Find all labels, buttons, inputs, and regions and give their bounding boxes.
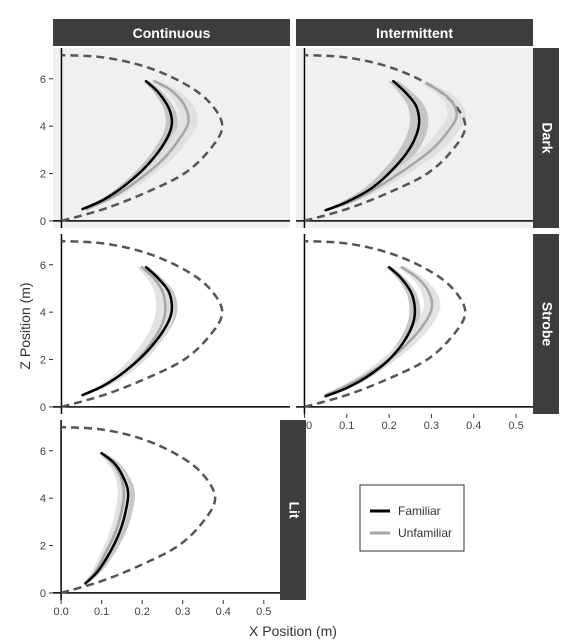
y-tick-label: 6 [40,446,46,458]
panel-strobe-continuous: 0 2 4 6 [40,234,290,414]
y-tick-label: 0 [40,402,46,414]
y-tick-label: 6 [40,74,46,86]
panel-dark-continuous: 0 2 4 6 [40,48,290,228]
col-strip-label-continuous: Continuous [133,25,211,41]
col-strip-label-intermittent: Intermittent [376,25,453,41]
col-strip-continuous [53,19,290,46]
band-unfamiliar [322,267,441,396]
series-line-familiar [84,451,130,585]
x-tick-label: 0.4 [466,420,481,432]
legend-box [359,484,465,552]
y-tick-label: 4 [40,121,46,133]
x-axis-title: X Position (m) [249,623,337,639]
y-axis-title: Z Position (m) [17,282,33,369]
x-tick-label: 0.2 [135,606,150,618]
panel-background [53,420,280,600]
series-line-unfamiliar [85,79,190,211]
row-strip-lit [280,420,306,600]
legend-label-unfamiliar: Unfamiliar [398,526,452,540]
x-tick-label: 0.4 [216,606,231,618]
x-tick-label: 0.3 [424,420,439,432]
y-tick-label: 2 [40,541,46,553]
row-strip-label-lit: Lit [286,501,302,518]
series-line-unfamiliar [328,82,459,211]
col-strip-intermittent [296,19,533,46]
series-line-familiar [324,265,417,398]
y-tick-label: 6 [40,260,46,272]
panel-strobe-intermittent: 0.00.10.20.30.40.5 [296,234,533,432]
panel-lit-continuous: 0 2 4 6 0.0 0.1 0.2 0.3 0.4 0.5 [40,420,280,618]
series-line-familiar [81,265,174,397]
x-tick-label: 0.5 [508,420,523,432]
row-strip-dark [533,48,559,228]
x-tick-label: 0.0 [53,606,68,618]
facet-strips: Continuous Intermittent Dark Strobe Lit [53,19,559,600]
row-strip-label-dark: Dark [539,122,555,153]
x-tick-label: 0.2 [381,420,396,432]
row-strip-strobe [533,234,559,414]
row-strip-label-strobe: Strobe [539,302,555,347]
series-line-unfamiliar [324,265,434,397]
y-tick-label: 0 [40,216,46,228]
panel-dark-intermittent [296,48,533,228]
series-line-familiar [324,79,421,212]
reference-curve [60,425,217,595]
x-tick-label: 0.5 [256,606,271,618]
panels-layer: 024602460.00.10.20.30.40.502460.00.10.20… [40,48,533,618]
x-tick-label: 0.3 [175,606,190,618]
band-unfamiliar [326,83,467,210]
series-line-familiar [81,79,174,211]
y-tick-label: 4 [40,493,46,505]
band-unfamiliar [83,453,131,584]
series-line-unfamiliar [84,451,126,585]
y-tick-label: 4 [40,307,46,319]
y-tick-label: 2 [40,355,46,367]
y-tick-label: 2 [40,169,46,181]
x-tick-label: 0.1 [94,606,109,618]
x-tick-label: 0.1 [339,420,354,432]
legend: Familiar Unfamiliar [359,484,465,552]
legend-label-familiar: Familiar [398,504,441,518]
y-tick-label: 0 [40,588,46,600]
